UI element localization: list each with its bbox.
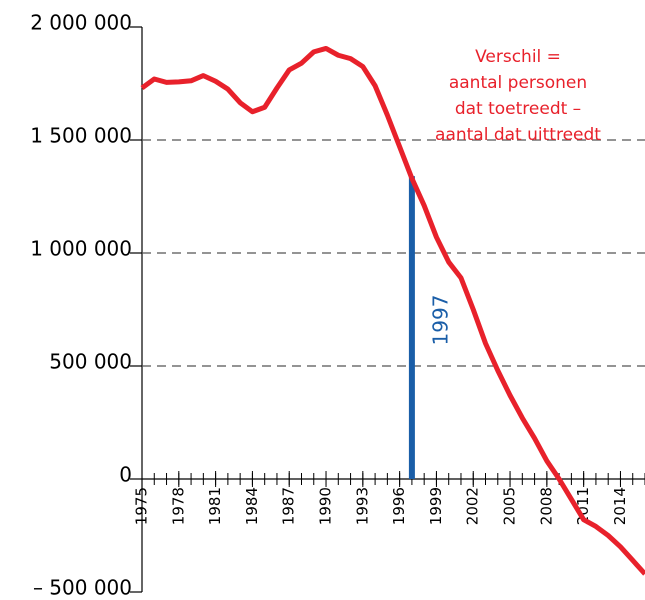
x-tick-label: 1978 [169,487,187,525]
annotation: dat toetreedt – [455,99,581,119]
x-tick-label: 1987 [280,487,298,525]
x-tick-label: 2005 [501,487,519,525]
y-tick-label: 1 000 000 [30,237,132,261]
annotation: aantal personen [449,73,587,93]
marker-label: 1997 [428,295,452,346]
y-tick-label: 2 000 000 [30,11,132,35]
line-series [140,45,645,576]
x-tick-label: 1993 [353,487,371,525]
y-tick-label: 500 000 [49,350,132,374]
x-tick-label: 1981 [206,487,224,525]
x-tick-label: 2014 [611,487,629,525]
y-tick-label: 1 500 000 [30,124,132,148]
x-tick-label: 1999 [427,487,445,525]
x-tick-label: 1990 [317,487,335,525]
x-tick-label: 2008 [537,487,555,525]
x-tick-label: 1975 [133,487,151,525]
annotation: Verschil = [475,47,561,67]
annotation: aantal dat uittreedt [435,125,601,145]
x-tick-label: 2002 [464,487,482,525]
x-tick-label: 1984 [243,487,261,525]
x-tick-label: 1996 [390,487,408,525]
y-tick-label: 0 [119,463,132,487]
y-tick-label: – 500 000 [33,576,132,600]
